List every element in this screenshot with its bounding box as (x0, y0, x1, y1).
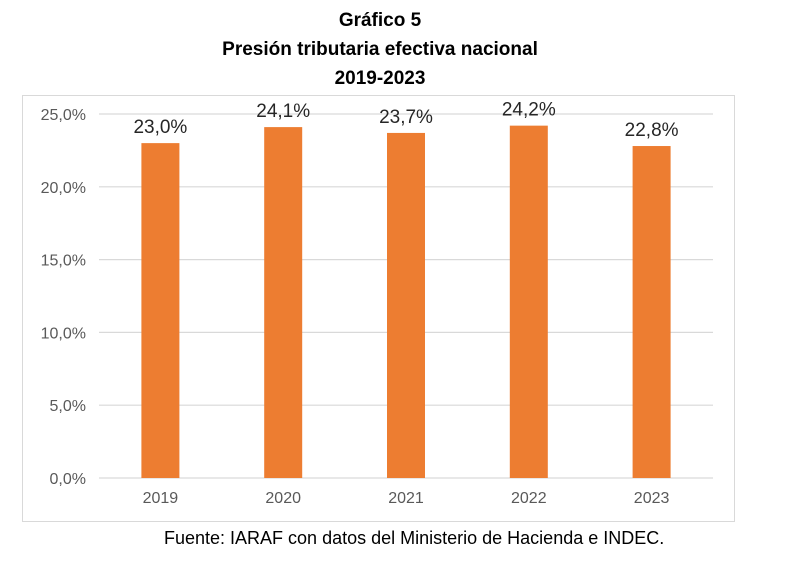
data-label: 23,7% (379, 107, 433, 128)
y-tick-label: 10,0% (41, 325, 86, 342)
data-label: 22,8% (625, 120, 679, 141)
x-tick-label: 2019 (143, 490, 179, 507)
chart-area (22, 95, 735, 522)
y-tick-label: 5,0% (50, 398, 86, 415)
source-note: Fuente: IARAF con datos del Ministerio d… (164, 528, 665, 548)
y-tick-label: 25,0% (41, 107, 86, 124)
data-label: 24,1% (256, 101, 310, 122)
x-tick-label: 2020 (265, 490, 301, 507)
bar-2019 (141, 143, 180, 478)
x-tick-label: 2022 (511, 490, 547, 507)
bar-2022 (509, 125, 548, 478)
y-tick-label: 0,0% (50, 471, 86, 488)
x-tick-label: 2021 (388, 490, 424, 507)
data-label: 23,0% (133, 117, 187, 138)
bar-2023 (632, 146, 671, 479)
chart-title-line-1: Gráfico 5 (338, 10, 422, 31)
chart-title-line-2: Presión tributaria efectiva nacional (222, 39, 538, 60)
y-tick-label: 15,0% (41, 253, 86, 270)
bar-2020 (264, 127, 303, 478)
y-tick-label: 20,0% (41, 180, 86, 197)
bar-2021 (387, 132, 425, 479)
data-label: 24,2% (502, 100, 556, 121)
x-tick-label: 2023 (634, 490, 670, 507)
chart-title-line-3: 2019-2023 (334, 68, 426, 89)
